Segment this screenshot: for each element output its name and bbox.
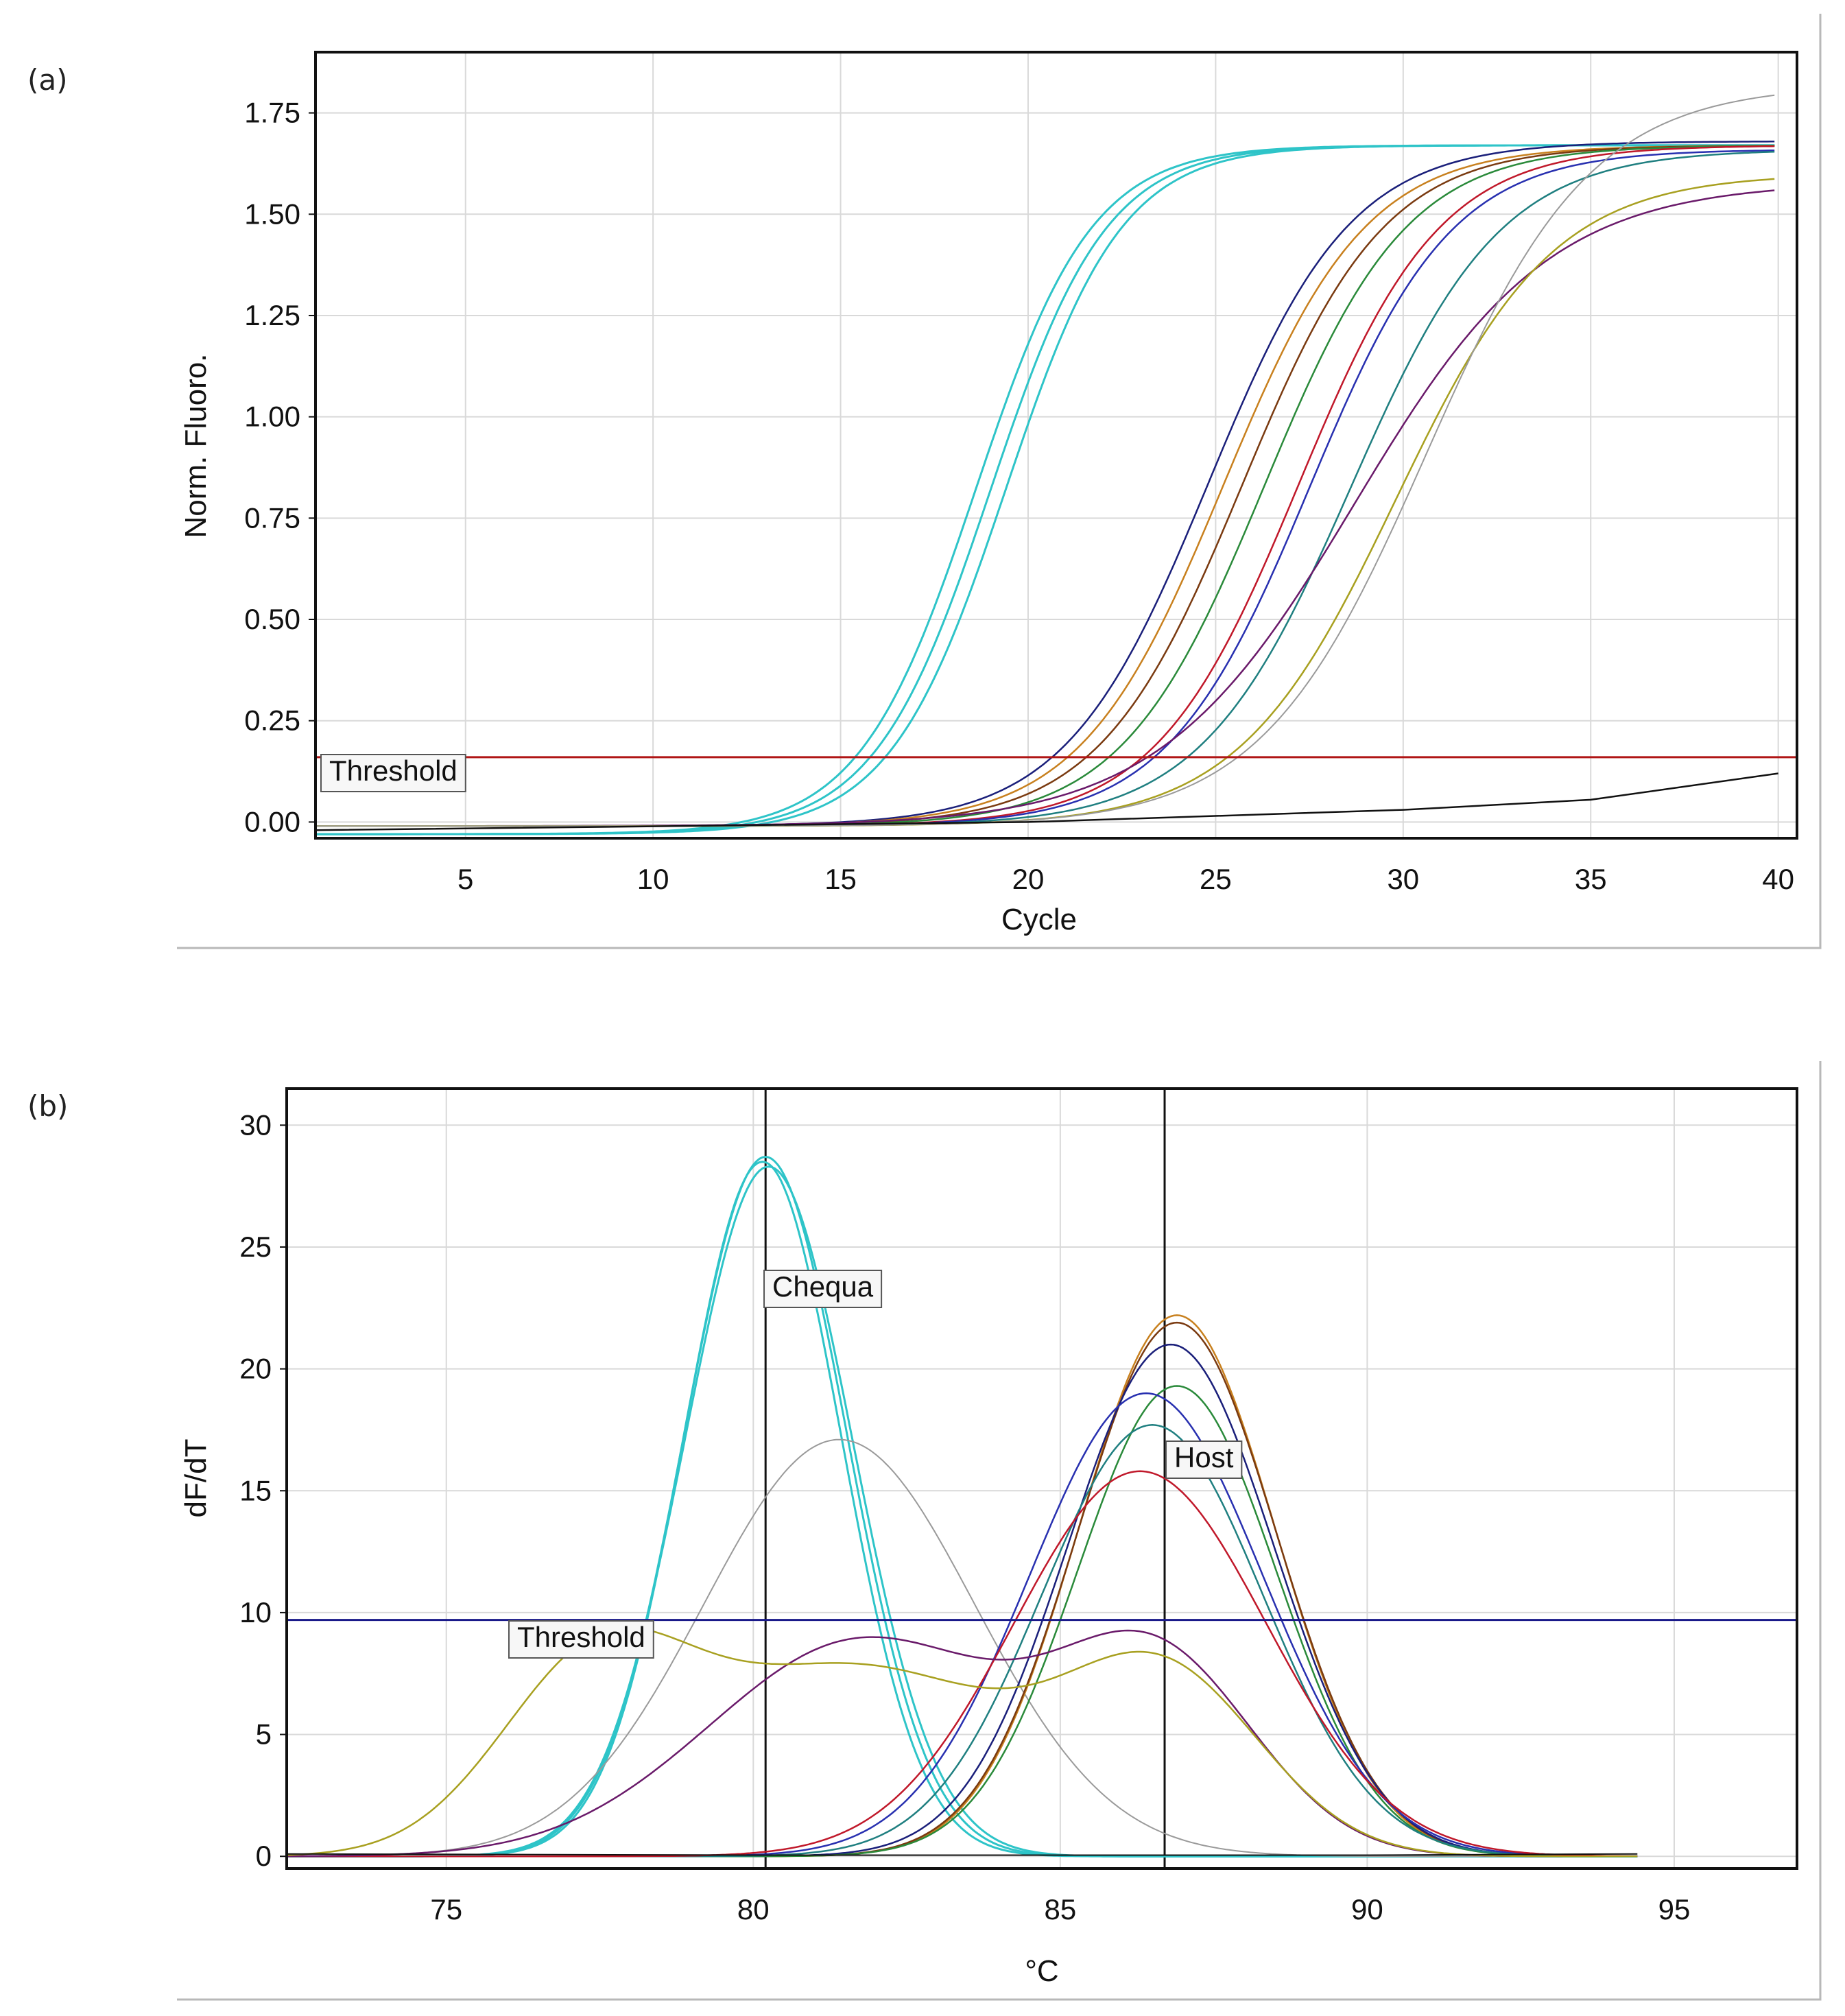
plot-area xyxy=(316,94,1797,835)
grid xyxy=(287,1089,1797,1869)
series-line-red xyxy=(316,145,1775,827)
threshold-label-box xyxy=(508,1620,654,1659)
peak-label-host-box xyxy=(1165,1440,1243,1479)
plot-border xyxy=(285,1087,1798,1870)
y-tick-label: 0.75 xyxy=(244,501,300,534)
x-tick-label: 30 xyxy=(1387,863,1419,895)
peak-label-host: Host xyxy=(1174,1441,1234,1473)
panel-frame xyxy=(177,14,1822,949)
chart-panel-a: 5 10 15 20 25 30 35 40 0.00 0.25 0.50 0.75 1.00 1.25 1… xyxy=(177,14,1822,949)
y-tick-label: 1.00 xyxy=(244,401,300,433)
panel-frame xyxy=(177,1061,1822,2001)
series-line-cyan-3 xyxy=(316,144,1775,835)
series-line-green xyxy=(316,145,1775,827)
series-line-navy xyxy=(316,141,1775,827)
series-line-olive xyxy=(316,178,1775,827)
series-line-gray xyxy=(287,1438,1638,1858)
series-line-cyan-3 xyxy=(287,1165,1638,1858)
series-line-cyan-2 xyxy=(287,1161,1638,1858)
y-tick-label: 1.75 xyxy=(244,97,300,129)
series-line-gray xyxy=(316,94,1775,827)
series-line-brown xyxy=(316,145,1775,827)
x-tick-label: 40 xyxy=(1762,863,1794,895)
y-tick-label: 25 xyxy=(239,1231,272,1263)
y-tick-label: 0.00 xyxy=(244,805,300,838)
x-tick-label: 75 xyxy=(430,1893,462,1925)
y-tick-label: 20 xyxy=(239,1353,272,1385)
x-axis-label: °C xyxy=(1025,1954,1058,1988)
peak-label-chequa-box xyxy=(763,1270,883,1308)
x-tick-label: 90 xyxy=(1351,1893,1383,1925)
y-tick-label: 0 xyxy=(256,1840,272,1872)
series-line-purple xyxy=(316,189,1775,827)
x-axis-label: Cycle xyxy=(1001,903,1077,936)
y-tick-label: 5 xyxy=(256,1718,272,1751)
panel-a-label: (a) xyxy=(27,63,68,97)
panel-b-label: (b) xyxy=(27,1089,69,1123)
y-tick-label: 15 xyxy=(239,1474,272,1506)
series-line-olive xyxy=(287,1626,1638,1858)
threshold-label-box xyxy=(320,754,466,792)
x-tick-label: 25 xyxy=(1200,863,1232,895)
series-line-brown xyxy=(287,1321,1638,1858)
series-line-teal xyxy=(316,150,1775,827)
x-tick-label: 95 xyxy=(1658,1893,1691,1925)
y-tick-label: 30 xyxy=(239,1108,272,1141)
y-axis-label: Norm. Fluoro. xyxy=(179,354,213,538)
threshold-label: Threshold xyxy=(329,755,457,787)
series-line-cyan-1 xyxy=(287,1156,1638,1858)
y-tick-label: 0.25 xyxy=(244,704,300,737)
series-line-navy xyxy=(287,1343,1638,1858)
series-line-orange xyxy=(287,1314,1638,1858)
plot-border xyxy=(314,51,1798,840)
series-line-green xyxy=(287,1385,1638,1858)
x-tick-label: 80 xyxy=(737,1893,770,1925)
peak-label-chequa: Chequa xyxy=(772,1270,874,1303)
threshold-label: Threshold xyxy=(517,1621,645,1653)
series-line-orange xyxy=(316,145,1775,827)
y-tick-label: 10 xyxy=(239,1596,272,1628)
series-line-blue xyxy=(287,1392,1638,1858)
x-tick-label: 35 xyxy=(1575,863,1607,895)
series-line-purple xyxy=(287,1629,1638,1858)
x-tick-label: 85 xyxy=(1044,1893,1076,1925)
series-line-black-ntc xyxy=(287,1853,1638,1856)
y-tick-label: 0.50 xyxy=(244,603,300,635)
x-tick-label: 15 xyxy=(824,863,857,895)
plot-area xyxy=(287,1089,1797,1869)
series-line-blue xyxy=(316,149,1775,827)
grid xyxy=(316,52,1797,838)
y-tick-label: 1.25 xyxy=(244,299,300,331)
x-tick-label: 20 xyxy=(1012,863,1045,895)
series-line-red xyxy=(287,1470,1638,1858)
x-tick-label: 5 xyxy=(457,863,473,895)
y-tick-label: 1.50 xyxy=(244,198,300,230)
x-tick-label: 10 xyxy=(637,863,669,895)
y-axis-label: dF/dT xyxy=(179,1439,213,1518)
series-line-black-ntc xyxy=(316,772,1778,831)
chart-panel-b: 75 80 85 90 95 0 5 10 15 20 25 30 °C dF/dT Threshold Ch… xyxy=(177,1061,1822,2001)
